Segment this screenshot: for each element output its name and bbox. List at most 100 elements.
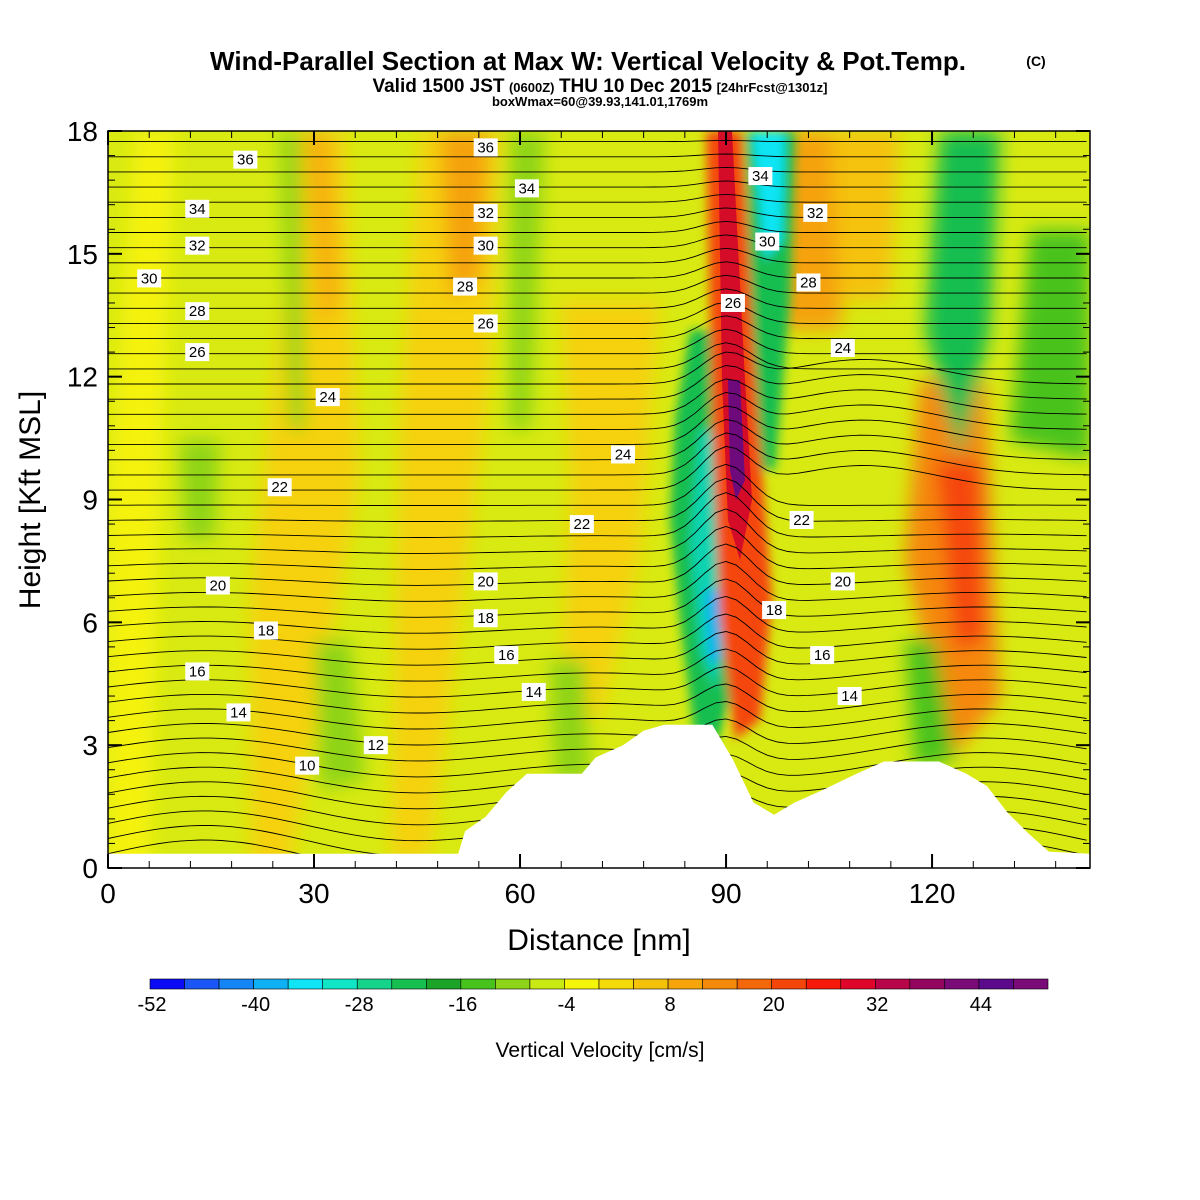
contour-label-text: 22	[573, 516, 590, 533]
x-axis: 0 30 60 90 120	[100, 131, 1057, 909]
contour-label: 14	[521, 682, 546, 701]
colorbar-swatch	[978, 978, 1014, 990]
contour-label: 22	[569, 515, 594, 534]
theta-contour-line	[108, 193, 1087, 203]
colorbar-tick-label: 20	[763, 994, 785, 1016]
contour-label-bg	[226, 703, 251, 722]
x-tick-label: 60	[504, 878, 535, 909]
contour-label-bg	[185, 662, 210, 681]
theta-contour-line	[108, 261, 1087, 279]
contour-label-bg	[514, 179, 539, 198]
theta-contour-line	[108, 274, 1087, 294]
theta-contour-line	[108, 180, 1087, 188]
contour-label: 32	[803, 203, 828, 222]
updraft-band-center	[560, 300, 660, 720]
contour-label-bg	[267, 478, 292, 497]
contour-label: 10	[295, 756, 320, 775]
contour-label-text: 36	[477, 139, 494, 156]
theta-contour-line	[108, 419, 1087, 461]
theta-contour-line	[108, 718, 1087, 746]
y-tick-label: 12	[67, 362, 98, 393]
contour-label: 24	[611, 445, 636, 464]
colorbar-swatch	[598, 978, 634, 990]
contour-label-bg	[837, 687, 862, 706]
contour-label-bg	[789, 510, 814, 529]
colorbar-tick-label: 8	[665, 994, 676, 1016]
colorbar-swatch	[460, 978, 496, 990]
contour-label-bg	[521, 682, 546, 701]
contour-label: 28	[185, 302, 210, 321]
chart-subtitle: Valid 1500 JST (0600Z) THU 10 Dec 2015 […	[372, 76, 827, 97]
colorbar-swatch	[322, 978, 358, 990]
contour-labels: 36 36 34 34 34 32 32 32 30 30 30 28 28 28 26 26 26 24 24 24…	[137, 138, 862, 775]
contour-label-text: 32	[189, 238, 206, 255]
contour-label-bg	[611, 445, 636, 464]
contour-label: 28	[453, 277, 478, 296]
contour-label: 30	[755, 232, 780, 251]
contour-label-text: 24	[834, 340, 851, 357]
contour-label-text: 20	[834, 573, 851, 590]
colorbar-swatch	[529, 978, 565, 990]
theta-contour-line	[108, 207, 1087, 218]
contour-label-bg	[137, 269, 162, 288]
colorbar: -52 -40 -28 -16 -4 8 20 32 44	[138, 978, 1049, 1016]
colorbar-swatch	[667, 978, 703, 990]
colorbar-tick-label: -52	[138, 994, 167, 1016]
colorbar-tick-label: -40	[241, 994, 270, 1016]
colorbar-swatch	[771, 978, 807, 990]
contour-label-bg	[185, 302, 210, 321]
x-tick-label: 120	[909, 878, 956, 909]
theta-contour-line	[108, 735, 1087, 762]
contour-label: 32	[473, 203, 498, 222]
contour-label: 18	[762, 601, 787, 620]
contour-label-text: 26	[477, 315, 494, 332]
contour-label: 34	[514, 179, 539, 198]
theta-contour-line	[108, 166, 1087, 173]
contour-label-bg	[473, 314, 498, 333]
contour-label-text: 10	[299, 758, 316, 775]
forecast-info: [24hrFcst@1301z]	[717, 80, 828, 95]
terrain-mask	[108, 724, 1090, 868]
contour-label-text: 24	[615, 446, 632, 463]
colorbar-swatch	[633, 978, 669, 990]
theta-contour-line	[108, 392, 1087, 430]
valid-date: THU 10 Dec 2015	[559, 76, 713, 97]
y-tick-label: 15	[67, 239, 98, 270]
contour-label-text: 18	[258, 623, 275, 640]
contour-label-bg	[473, 236, 498, 255]
updraft-band-west-core	[305, 131, 340, 330]
theta-contour-line	[108, 578, 1087, 618]
colorbar-swatch	[875, 978, 911, 990]
chart-title: Wind-Parallel Section at Max W: Vertical…	[210, 46, 966, 76]
x-tick-label: 0	[100, 878, 116, 909]
contour-label: 20	[205, 576, 230, 595]
y-tick-label: 9	[82, 485, 98, 516]
colorbar-swatch	[702, 978, 738, 990]
contour-label-text: 16	[814, 647, 831, 664]
contour-label-text: 30	[759, 234, 776, 251]
y-tick-label: 3	[82, 730, 98, 761]
contour-label-bg	[473, 609, 498, 628]
colorbar-swatch	[391, 978, 427, 990]
contour-label-text: 12	[367, 737, 384, 754]
contour-label: 20	[473, 572, 498, 591]
colorbar-tick-label: -16	[448, 994, 477, 1016]
contour-label-text: 34	[189, 201, 206, 218]
contour-label-text: 32	[807, 205, 824, 222]
contour-label: 34	[185, 199, 210, 218]
contour-label-text: 20	[210, 577, 227, 594]
contour-label-text: 30	[141, 270, 158, 287]
colorbar-swatch	[1013, 978, 1049, 990]
updraft-east-upper	[830, 131, 900, 300]
contour-label-text: 14	[525, 684, 542, 701]
colorbar-swatch	[149, 978, 185, 990]
colorbar-swatch	[426, 978, 462, 990]
colorbar-swatch	[909, 978, 945, 990]
contour-label: 26	[720, 293, 745, 312]
contour-label-bg	[295, 756, 320, 775]
contour-label: 34	[748, 167, 773, 186]
colorbar-swatch	[253, 978, 289, 990]
contour-label: 18	[253, 621, 278, 640]
y-tick-label: 6	[82, 607, 98, 638]
theta-contour-line	[108, 666, 1087, 698]
